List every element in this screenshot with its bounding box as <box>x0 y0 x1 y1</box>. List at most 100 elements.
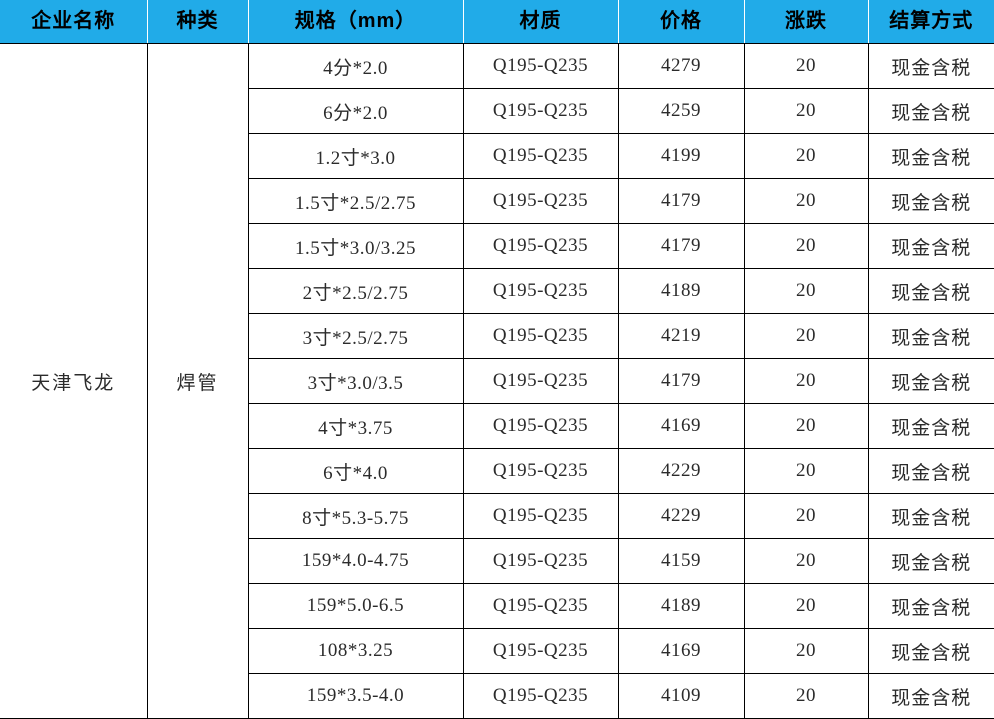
cell-price: 4259 <box>618 88 745 134</box>
cell-spec: 4寸*3.75 <box>248 403 464 449</box>
header-row: 企业名称 种类 规格（mm） 材质 价格 涨跌 结算方式 <box>0 0 994 44</box>
cell-settle: 现金含税 <box>868 88 994 134</box>
cell-price: 4179 <box>618 358 745 404</box>
table-body: 天津飞龙 焊管 4分*2.0 Q195-Q235 4279 20 现金含税 6分*2.0 Q19… <box>0 43 994 719</box>
cell-change: 20 <box>744 133 869 179</box>
cell-price: 4279 <box>618 43 745 89</box>
cell-material: Q195-Q235 <box>463 268 619 314</box>
cell-settle: 现金含税 <box>868 628 994 674</box>
cell-settle: 现金含税 <box>868 133 994 179</box>
cell-change: 20 <box>744 673 869 719</box>
cell-spec: 8寸*5.3-5.75 <box>248 493 464 539</box>
table-row: 159*4.0-4.75 Q195-Q235 4159 20 现金含税 <box>0 538 994 584</box>
cell-change: 20 <box>744 448 869 494</box>
cell-price: 4169 <box>618 628 745 674</box>
cell-spec: 3寸*3.0/3.5 <box>248 358 464 404</box>
cell-price: 4109 <box>618 673 745 719</box>
cell-material: Q195-Q235 <box>463 628 619 674</box>
cell-material: Q195-Q235 <box>463 673 619 719</box>
column-header-spec: 规格（mm） <box>248 0 464 44</box>
cell-price: 4229 <box>618 493 745 539</box>
cell-company: 天津飞龙 <box>0 43 148 719</box>
cell-spec: 108*3.25 <box>248 628 464 674</box>
table-row: 6寸*4.0 Q195-Q235 4229 20 现金含税 <box>0 448 994 494</box>
column-header-category: 种类 <box>147 0 249 44</box>
cell-change: 20 <box>744 628 869 674</box>
table-row: 4寸*3.75 Q195-Q235 4169 20 现金含税 <box>0 403 994 449</box>
cell-material: Q195-Q235 <box>463 403 619 449</box>
cell-spec: 6分*2.0 <box>248 88 464 134</box>
cell-material: Q195-Q235 <box>463 358 619 404</box>
cell-spec: 159*3.5-4.0 <box>248 673 464 719</box>
column-header-price: 价格 <box>618 0 745 44</box>
cell-price: 4219 <box>618 313 745 359</box>
cell-settle: 现金含税 <box>868 358 994 404</box>
cell-settle: 现金含税 <box>868 223 994 269</box>
table-row: 1.2寸*3.0 Q195-Q235 4199 20 现金含税 <box>0 133 994 179</box>
cell-change: 20 <box>744 538 869 584</box>
cell-material: Q195-Q235 <box>463 583 619 629</box>
cell-change: 20 <box>744 493 869 539</box>
cell-spec: 159*5.0-6.5 <box>248 583 464 629</box>
cell-spec: 3寸*2.5/2.75 <box>248 313 464 359</box>
table-row: 2寸*2.5/2.75 Q195-Q235 4189 20 现金含税 <box>0 268 994 314</box>
cell-settle: 现金含税 <box>868 538 994 584</box>
table-row: 159*5.0-6.5 Q195-Q235 4189 20 现金含税 <box>0 583 994 629</box>
column-header-company: 企业名称 <box>0 0 148 44</box>
cell-price: 4179 <box>618 223 745 269</box>
cell-material: Q195-Q235 <box>463 538 619 584</box>
cell-material: Q195-Q235 <box>463 313 619 359</box>
cell-change: 20 <box>744 313 869 359</box>
table-row: 6分*2.0 Q195-Q235 4259 20 现金含税 <box>0 88 994 134</box>
cell-price: 4179 <box>618 178 745 224</box>
table-row: 8寸*5.3-5.75 Q195-Q235 4229 20 现金含税 <box>0 493 994 539</box>
column-header-settle: 结算方式 <box>868 0 994 44</box>
cell-change: 20 <box>744 403 869 449</box>
cell-settle: 现金含税 <box>868 448 994 494</box>
cell-settle: 现金含税 <box>868 583 994 629</box>
cell-category: 焊管 <box>147 43 249 719</box>
table-row: 3寸*2.5/2.75 Q195-Q235 4219 20 现金含税 <box>0 313 994 359</box>
table-header: 企业名称 种类 规格（mm） 材质 价格 涨跌 结算方式 <box>0 0 994 44</box>
cell-price: 4159 <box>618 538 745 584</box>
column-header-material: 材质 <box>463 0 619 44</box>
cell-spec: 1.5寸*2.5/2.75 <box>248 178 464 224</box>
cell-spec: 1.5寸*3.0/3.25 <box>248 223 464 269</box>
cell-change: 20 <box>744 268 869 314</box>
cell-price: 4169 <box>618 403 745 449</box>
cell-price: 4189 <box>618 583 745 629</box>
cell-change: 20 <box>744 358 869 404</box>
cell-material: Q195-Q235 <box>463 178 619 224</box>
cell-spec: 1.2寸*3.0 <box>248 133 464 179</box>
column-header-change: 涨跌 <box>744 0 869 44</box>
cell-price: 4189 <box>618 268 745 314</box>
cell-change: 20 <box>744 43 869 89</box>
table-row: 1.5寸*2.5/2.75 Q195-Q235 4179 20 现金含税 <box>0 178 994 224</box>
cell-material: Q195-Q235 <box>463 223 619 269</box>
table-row: 108*3.25 Q195-Q235 4169 20 现金含税 <box>0 628 994 674</box>
cell-price: 4199 <box>618 133 745 179</box>
cell-settle: 现金含税 <box>868 493 994 539</box>
table-row: 3寸*3.0/3.5 Q195-Q235 4179 20 现金含税 <box>0 358 994 404</box>
cell-settle: 现金含税 <box>868 178 994 224</box>
cell-settle: 现金含税 <box>868 403 994 449</box>
cell-change: 20 <box>744 583 869 629</box>
cell-settle: 现金含税 <box>868 313 994 359</box>
cell-spec: 2寸*2.5/2.75 <box>248 268 464 314</box>
cell-settle: 现金含税 <box>868 43 994 89</box>
cell-change: 20 <box>744 88 869 134</box>
cell-spec: 159*4.0-4.75 <box>248 538 464 584</box>
cell-price: 4229 <box>618 448 745 494</box>
cell-change: 20 <box>744 223 869 269</box>
cell-spec: 4分*2.0 <box>248 43 464 89</box>
cell-change: 20 <box>744 178 869 224</box>
cell-material: Q195-Q235 <box>463 43 619 89</box>
table-row: 天津飞龙 焊管 4分*2.0 Q195-Q235 4279 20 现金含税 <box>0 43 994 719</box>
table-row: 1.5寸*3.0/3.25 Q195-Q235 4179 20 现金含税 <box>0 223 994 269</box>
cell-settle: 现金含税 <box>868 268 994 314</box>
cell-material: Q195-Q235 <box>463 88 619 134</box>
cell-spec: 6寸*4.0 <box>248 448 464 494</box>
cell-settle: 现金含税 <box>868 673 994 719</box>
cell-material: Q195-Q235 <box>463 133 619 179</box>
